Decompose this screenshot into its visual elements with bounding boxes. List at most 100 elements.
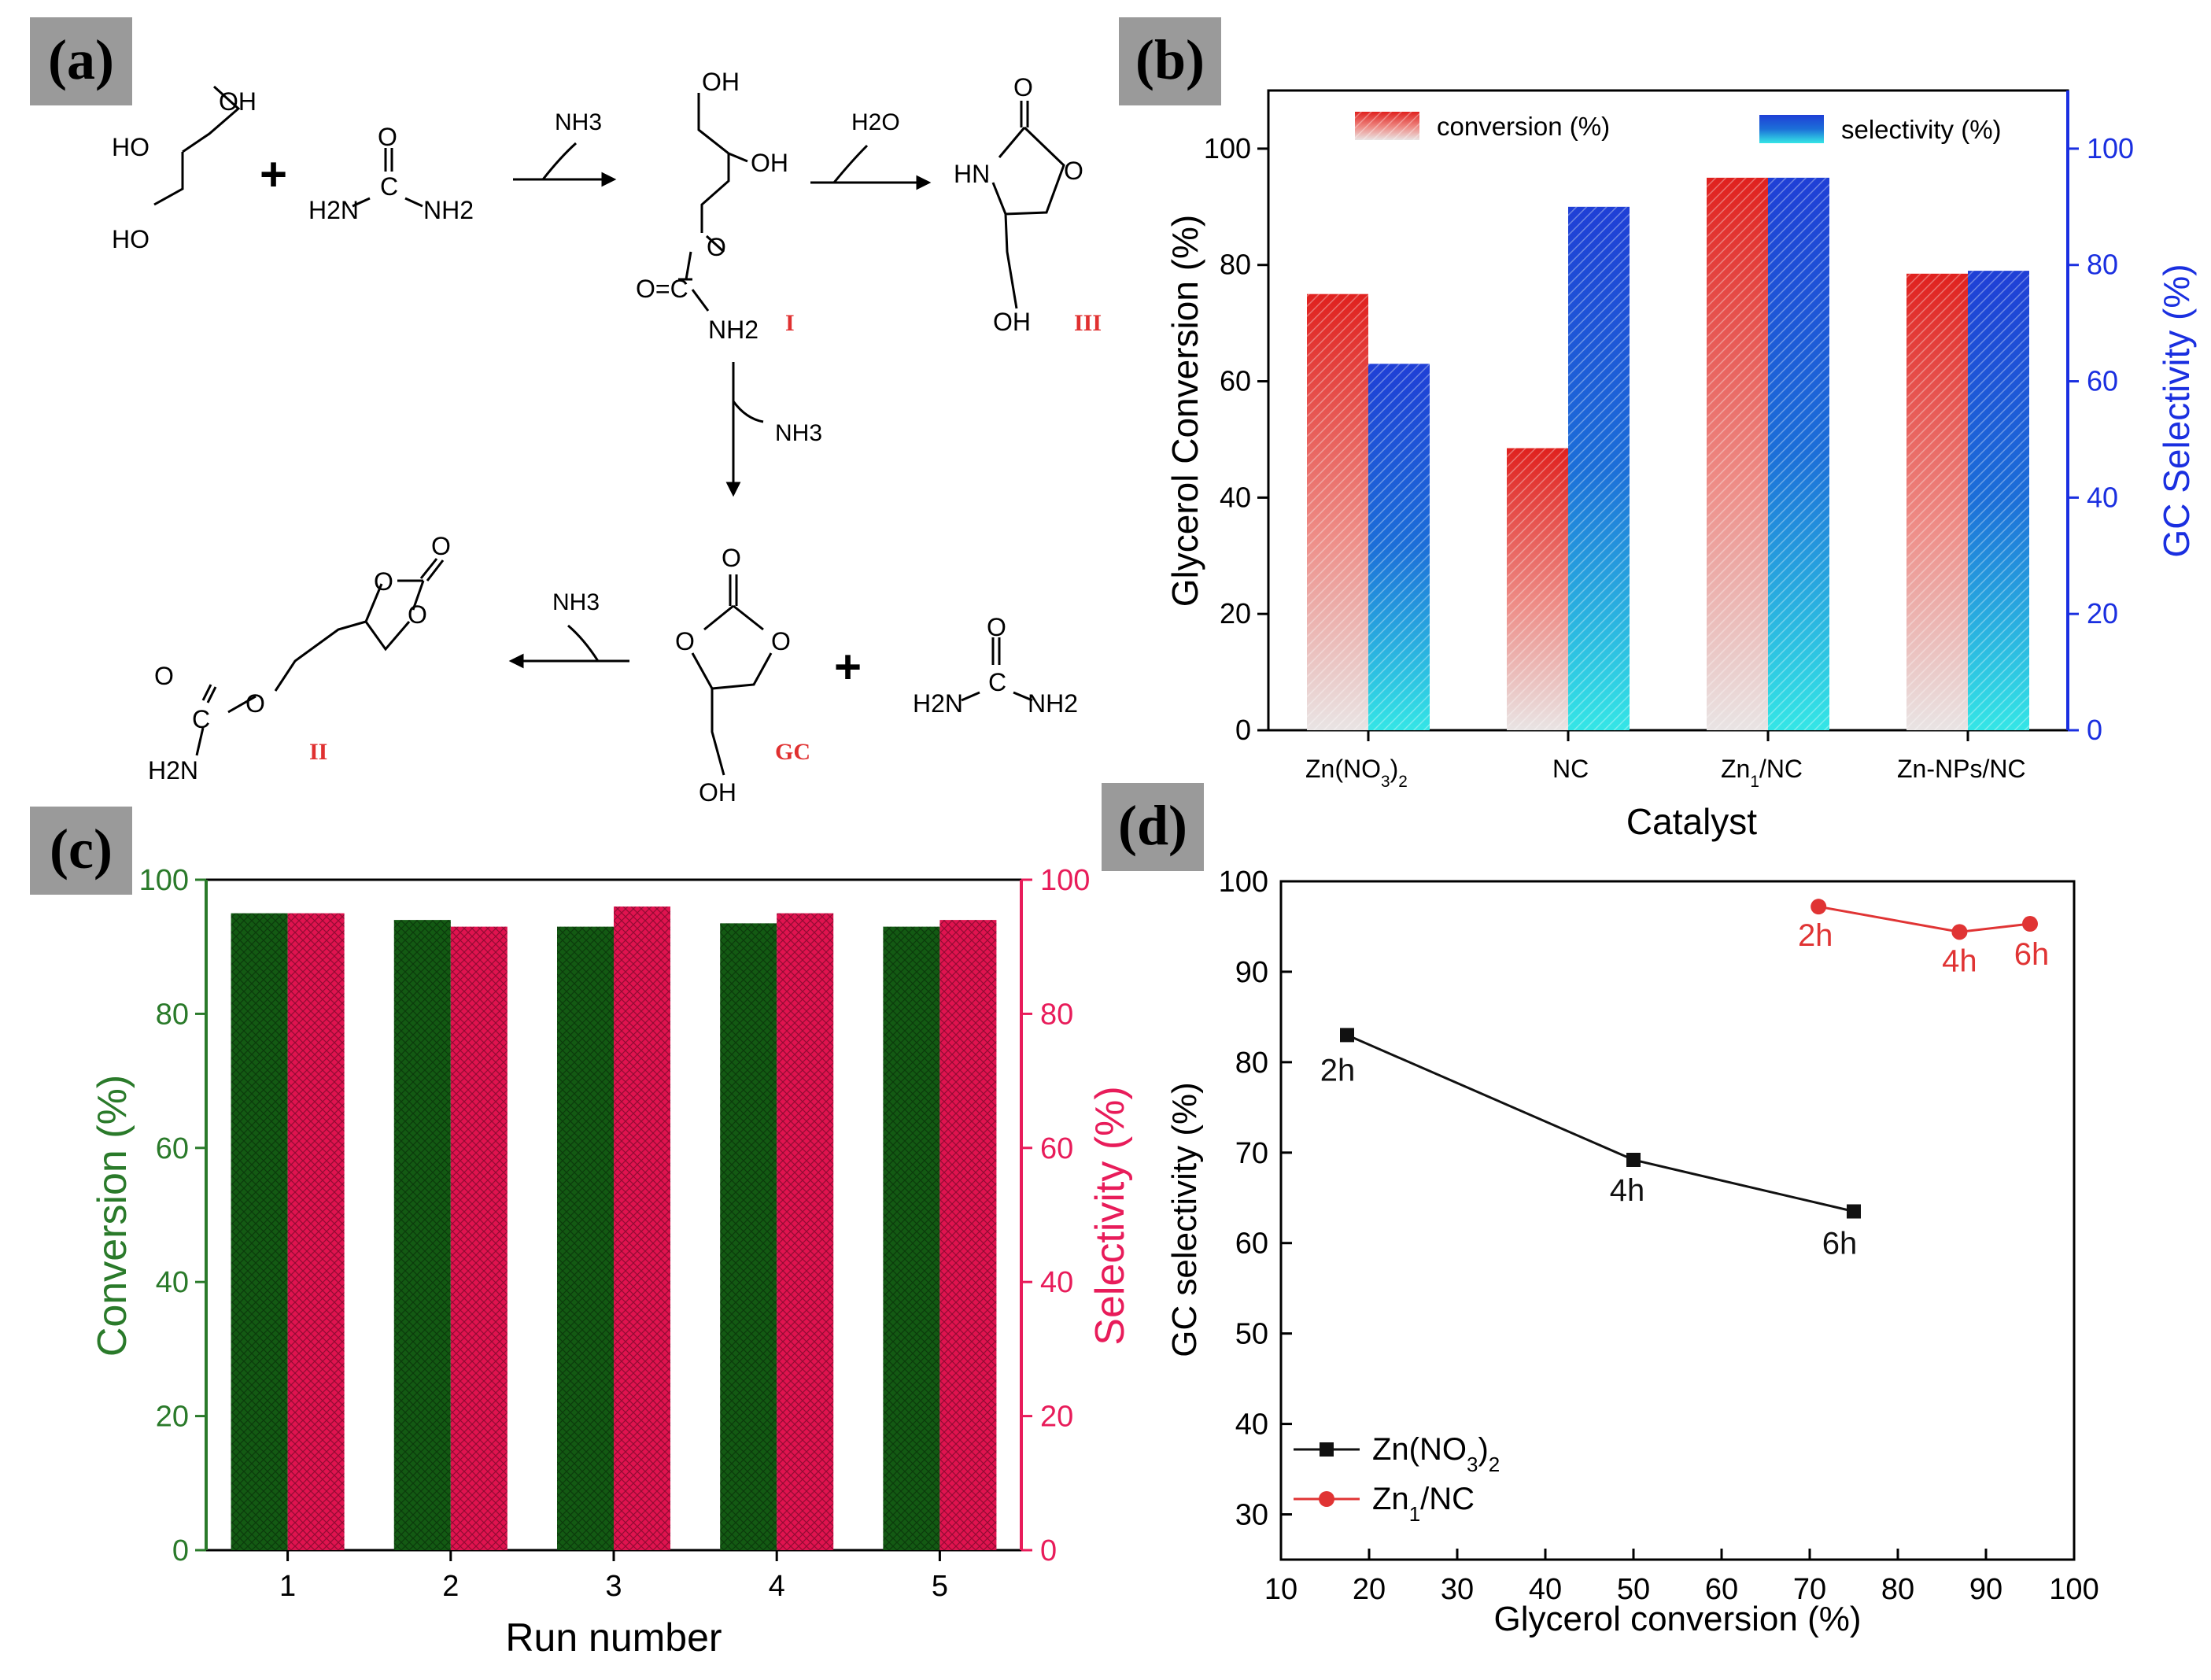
urea1-o: O bbox=[378, 123, 397, 151]
panel-d-xtick-label: 100 bbox=[2049, 1573, 2098, 1606]
panel-b-xtick-label-part: NC bbox=[1552, 755, 1589, 783]
panel-d-xtick-label: 20 bbox=[1353, 1573, 1386, 1606]
compound-ii-o1: O bbox=[374, 567, 393, 596]
panel-b-ytick-right-label: 80 bbox=[2087, 249, 2118, 281]
arrow1-nh3: NH3 bbox=[555, 109, 602, 135]
panel-b-xtick-label-part: 3 bbox=[1381, 773, 1390, 791]
compound-ii-structure bbox=[195, 558, 445, 756]
panel-c-ytick-right-label: 100 bbox=[1040, 864, 1090, 897]
compound-ii-c: C bbox=[192, 705, 210, 733]
compound-iii-structure bbox=[991, 101, 1065, 309]
panel-b-legend-conversion: conversion (%) bbox=[1437, 112, 1610, 141]
panel-d-legend-marker-zn1-nc bbox=[1319, 1491, 1334, 1507]
panel-d-xtick-label: 10 bbox=[1264, 1573, 1297, 1606]
reaction-arrow-3 bbox=[725, 362, 764, 497]
panel-a-label-bg bbox=[30, 17, 132, 105]
compound-ii-o-left: O bbox=[154, 662, 174, 690]
panel-d-ytick-label: 80 bbox=[1235, 1047, 1268, 1080]
panel-d-legend-zn-no3-part: Zn(NO bbox=[1372, 1432, 1467, 1467]
panel-d-xtick-label: 60 bbox=[1705, 1573, 1738, 1606]
compound-ii-o-carb: O bbox=[245, 689, 265, 718]
panel-b-ylabel-right: GC Selectivity (%) bbox=[2156, 264, 2197, 557]
panel-c-ytick-right-label: 20 bbox=[1040, 1401, 1073, 1434]
compound-gc-o-right: O bbox=[771, 627, 791, 655]
compound-ii-h2n: H2N bbox=[148, 756, 198, 785]
panel-c-ytick-label: 20 bbox=[156, 1401, 189, 1434]
panel-d-legend-zn1-nc-part: Zn bbox=[1372, 1482, 1409, 1516]
panel-b-bar-selectivity-hatch bbox=[1768, 177, 1829, 730]
compound-i-label: I bbox=[785, 310, 795, 336]
panel-c-bar-conversion-pattern bbox=[393, 920, 451, 1550]
glycerol-oh1: OH bbox=[219, 87, 257, 116]
panel-d-xtick-label: 90 bbox=[1969, 1573, 2002, 1606]
compound-gc-o-top: O bbox=[722, 544, 741, 572]
panel-d-legend-zn-no3-part: 3 bbox=[1467, 1453, 1478, 1476]
panel-b-ytick-label: 0 bbox=[1235, 714, 1251, 746]
compound-gc-structure bbox=[691, 574, 773, 776]
panel-b-xtick-label-part: 2 bbox=[1398, 773, 1408, 791]
panel-c-bar-conversion-pattern bbox=[883, 926, 940, 1550]
panel-b-ytick-label: 80 bbox=[1220, 249, 1251, 281]
panel-c-xtick-label: 1 bbox=[279, 1570, 296, 1603]
panel-b-xtick-label-part: Zn(NO bbox=[1305, 755, 1381, 783]
urea-structure-1 bbox=[352, 148, 423, 208]
panel-b-xtick-label: Zn-NPs/NC bbox=[1897, 755, 2026, 783]
panel-b-xtick-label-part: ) bbox=[1390, 755, 1399, 783]
glycerol-structure bbox=[153, 85, 241, 206]
glycerol-oh3: HO bbox=[112, 225, 149, 253]
panel-b-label: (b) bbox=[1135, 28, 1205, 91]
compound-i-oh1: OH bbox=[702, 68, 740, 96]
panel-d-plot: 10 20 30 40 50 60 70 80 90 100 30 40 50 60 70 80 90 100 2h… bbox=[1165, 866, 2099, 1638]
panel-d-point-label: 6h bbox=[1822, 1227, 1858, 1261]
panel-d-point bbox=[1626, 1152, 1641, 1167]
urea1-h2n: H2N bbox=[308, 196, 359, 224]
panel-d-point bbox=[1951, 924, 1968, 940]
compound-ii-label: II bbox=[309, 739, 327, 765]
panel-d-line-zn-no3 bbox=[1346, 1034, 1855, 1213]
panel-d-ytick-label: 70 bbox=[1235, 1137, 1268, 1170]
compound-i-structure bbox=[678, 93, 748, 312]
panel-b-ytick-right-label: 40 bbox=[2087, 481, 2118, 513]
panel-b-bar-conversion-hatch bbox=[1507, 448, 1568, 730]
panel-b-xtick-label: NC bbox=[1552, 755, 1589, 783]
panel-c-xtick-label: 4 bbox=[769, 1570, 785, 1603]
panel-d-label: (d) bbox=[1118, 794, 1187, 857]
compound-iii-o-top: O bbox=[1013, 73, 1033, 102]
compound-gc-o-left: O bbox=[675, 627, 695, 655]
compound-ii-o-top: O bbox=[431, 532, 451, 560]
panel-d-legend-zn-no3-part: ) bbox=[1478, 1432, 1488, 1467]
panel-d-ylabel: GC selectivity (%) bbox=[1165, 1082, 1204, 1357]
panel-d-ytick-label: 60 bbox=[1235, 1228, 1268, 1261]
panel-c-bar-selectivity-pattern bbox=[777, 913, 834, 1550]
panel-b-bar-selectivity-hatch bbox=[1368, 364, 1430, 730]
panel-d-point-label: 4h bbox=[1610, 1173, 1645, 1208]
arrow4-nh3: NH3 bbox=[552, 589, 600, 615]
panel-b-label-bg bbox=[1119, 17, 1221, 105]
panel-c-bar-selectivity-pattern bbox=[450, 926, 508, 1550]
panel-c-ytick-label: 40 bbox=[156, 1266, 189, 1299]
panel-b-chart: (b) 0 0 20 20 40 40 60 60 80 80 100 100 Zn(NO3)2 NC Zn… bbox=[1119, 17, 2197, 842]
panel-c-xtick-label: 3 bbox=[605, 1570, 622, 1603]
panel-c-ytick-label: 100 bbox=[139, 864, 189, 897]
panel-c-xtick-label: 2 bbox=[442, 1570, 459, 1603]
panel-b-bar-conversion-hatch bbox=[1707, 177, 1768, 730]
panel-d-point bbox=[1340, 1028, 1354, 1043]
compound-i-nh2: NH2 bbox=[708, 316, 759, 344]
panel-c-bar-selectivity-pattern bbox=[287, 913, 345, 1550]
panel-b-ytick-right-label: 20 bbox=[2087, 597, 2118, 630]
panel-d-point-label: 2h bbox=[1798, 918, 1833, 953]
reaction-arrow-2 bbox=[810, 144, 932, 190]
panel-d-point-label: 6h bbox=[2014, 937, 2050, 972]
panel-d-ytick-label: 40 bbox=[1235, 1409, 1268, 1442]
panel-c-ytick-right-label: 80 bbox=[1040, 998, 1073, 1031]
panel-b-xtick-label-part: Zn-NPs/NC bbox=[1897, 755, 2026, 783]
panel-c-ytick-right-label: 40 bbox=[1040, 1266, 1073, 1299]
panel-d-legend-zn1-nc-part: /NC bbox=[1420, 1482, 1475, 1516]
compound-gc-label: GC bbox=[775, 739, 810, 765]
panel-b-xtick-label-part: Zn bbox=[1721, 755, 1750, 783]
panel-c-plot: 0 0 20 20 40 40 60 60 80 80 100 100 1 2 3 4 5 Run number C… bbox=[90, 864, 1133, 1660]
arrow2-h2o: H2O bbox=[851, 109, 900, 135]
panel-d-xtick-label: 30 bbox=[1441, 1573, 1474, 1606]
panel-c-xtick-label: 5 bbox=[932, 1570, 948, 1603]
